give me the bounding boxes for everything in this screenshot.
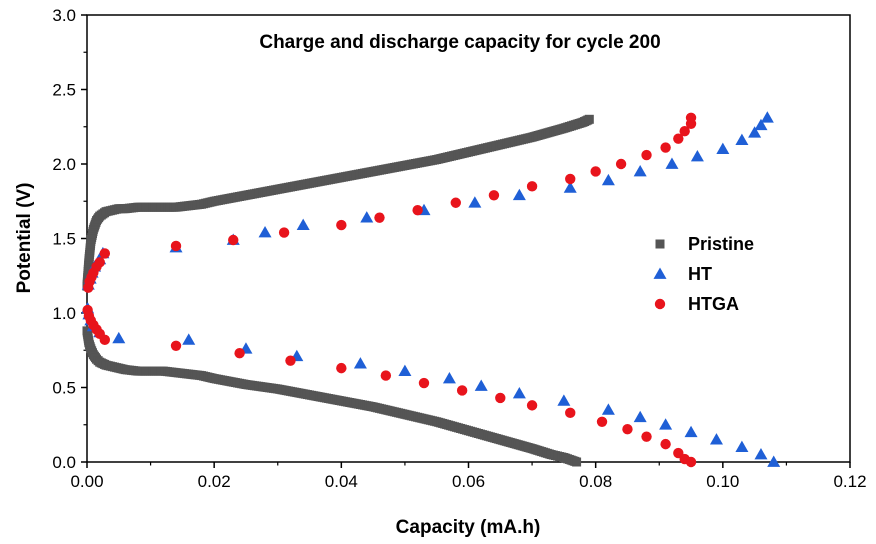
point-htga-charge: [228, 234, 239, 246]
point-ht-charge: [360, 211, 374, 223]
point-htga-charge: [94, 257, 105, 268]
point-htga-charge: [99, 248, 111, 259]
legend-label-htga: HTGA: [688, 294, 739, 314]
point-ht-charge: [690, 150, 704, 162]
x-tick-label: 0.08: [579, 472, 612, 491]
point-htga-charge: [679, 126, 690, 137]
point-htga-charge: [336, 219, 347, 231]
y-tick-label: 2.0: [52, 155, 76, 174]
point-ht-charge: [258, 226, 272, 238]
x-tick-label: 0.06: [452, 472, 485, 491]
point-htga-discharge: [596, 416, 608, 427]
point-ht-charge: [563, 181, 577, 193]
point-htga-discharge: [622, 424, 633, 435]
point-htga-discharge: [565, 407, 576, 419]
point-htga-charge: [641, 149, 652, 161]
point-ht-charge: [633, 164, 647, 177]
point-ht-discharge: [754, 448, 768, 460]
y-axis-title: Potential (V): [14, 183, 35, 294]
point-ht-discharge: [684, 425, 698, 438]
y-axis: 0.0 0.5 1.0 1.5 2.0 2.5 3.0: [52, 6, 87, 472]
x-tick-label: 0.00: [70, 472, 103, 491]
point-htga-charge: [615, 158, 627, 170]
x-tick-label: 0.04: [325, 472, 358, 491]
series-htga: [82, 112, 697, 468]
x-tick-label: 0.10: [706, 472, 739, 491]
point-ht-charge: [716, 142, 730, 154]
point-ht-charge: [665, 157, 679, 169]
point-ht-discharge: [735, 440, 749, 452]
point-ht-charge: [748, 126, 762, 138]
point-pristine-discharge: [572, 457, 582, 467]
point-htga-discharge: [99, 334, 111, 346]
legend-marker-ht: [653, 267, 667, 279]
point-htga-charge: [170, 240, 182, 252]
legend-marker-htga: [654, 298, 666, 310]
series-layer: [81, 111, 781, 468]
legend-label-pristine: Pristine: [688, 234, 754, 254]
x-axis-title: Capacity (mA.h): [396, 517, 541, 538]
point-ht-discharge: [512, 386, 526, 399]
point-htga-discharge: [234, 348, 245, 359]
point-htga-charge: [412, 204, 423, 216]
point-ht-charge: [735, 133, 749, 146]
point-ht-discharge: [353, 357, 367, 369]
point-htga-discharge: [641, 431, 652, 442]
point-ht-discharge: [398, 364, 412, 376]
point-ht-charge: [601, 173, 615, 186]
point-htga-discharge: [285, 355, 296, 366]
point-htga-discharge: [380, 370, 392, 381]
point-ht-charge: [468, 196, 482, 208]
y-tick-label: 2.5: [52, 81, 76, 100]
point-htga-charge: [673, 133, 684, 144]
point-htga-charge: [590, 166, 601, 177]
point-ht-charge: [296, 218, 310, 230]
y-tick-label: 0.5: [52, 379, 76, 398]
y-tick-label: 0.0: [52, 453, 76, 472]
point-htga-charge: [660, 142, 671, 153]
x-tick-label: 0.02: [198, 472, 231, 491]
x-tick-label: 0.12: [833, 472, 866, 491]
point-ht-discharge: [182, 333, 196, 345]
point-ht-discharge: [442, 372, 456, 384]
point-htga-discharge: [170, 340, 182, 351]
chart-title: Charge and discharge capacity for cycle …: [259, 32, 660, 53]
point-htga-discharge: [660, 438, 671, 450]
point-htga-discharge: [526, 400, 538, 411]
point-htga-discharge: [456, 385, 468, 396]
point-ht-charge: [754, 118, 768, 131]
point-htga-discharge: [336, 362, 347, 374]
legend-marker-pristine: [655, 239, 665, 249]
point-ht-discharge: [601, 403, 615, 415]
y-tick-label: 1.5: [52, 230, 76, 249]
point-ht-discharge: [659, 418, 673, 430]
point-pristine-charge: [584, 114, 594, 124]
point-ht-discharge: [767, 455, 781, 467]
point-ht-discharge: [709, 433, 723, 445]
x-axis: 0.00 0.02 0.04 0.06 0.08 0.10 0.12: [70, 462, 867, 491]
point-ht-discharge: [474, 379, 488, 391]
point-htga-charge: [374, 212, 385, 223]
legend: Pristine HT HTGA: [653, 234, 754, 314]
point-htga-charge: [526, 181, 538, 192]
legend-label-ht: HT: [688, 264, 712, 284]
point-htga-charge: [450, 197, 461, 208]
point-ht-discharge: [633, 410, 647, 423]
point-ht-discharge: [557, 394, 571, 406]
point-htga-charge: [685, 112, 697, 124]
point-htga-discharge: [495, 392, 506, 404]
point-ht-charge: [760, 111, 774, 123]
point-ht-discharge: [112, 331, 126, 344]
point-ht-charge: [512, 188, 526, 201]
y-tick-label: 1.0: [52, 304, 76, 323]
series-pristine: [82, 114, 594, 467]
point-htga-discharge: [685, 456, 697, 468]
point-htga-charge: [278, 227, 290, 238]
y-tick-label: 3.0: [52, 6, 76, 25]
point-htga-discharge: [418, 377, 430, 389]
point-htga-charge: [565, 173, 576, 185]
point-htga-charge: [488, 190, 500, 201]
